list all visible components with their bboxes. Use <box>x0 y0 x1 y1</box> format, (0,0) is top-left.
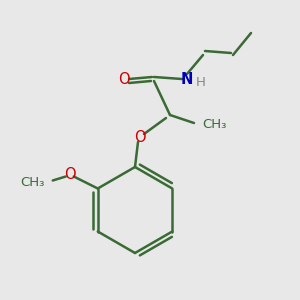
Text: N: N <box>181 71 193 86</box>
Text: CH₃: CH₃ <box>20 176 45 189</box>
Text: O: O <box>118 71 130 86</box>
Text: H: H <box>196 76 206 89</box>
Text: CH₃: CH₃ <box>202 118 226 131</box>
Text: O: O <box>64 167 76 182</box>
Text: O: O <box>134 130 146 145</box>
